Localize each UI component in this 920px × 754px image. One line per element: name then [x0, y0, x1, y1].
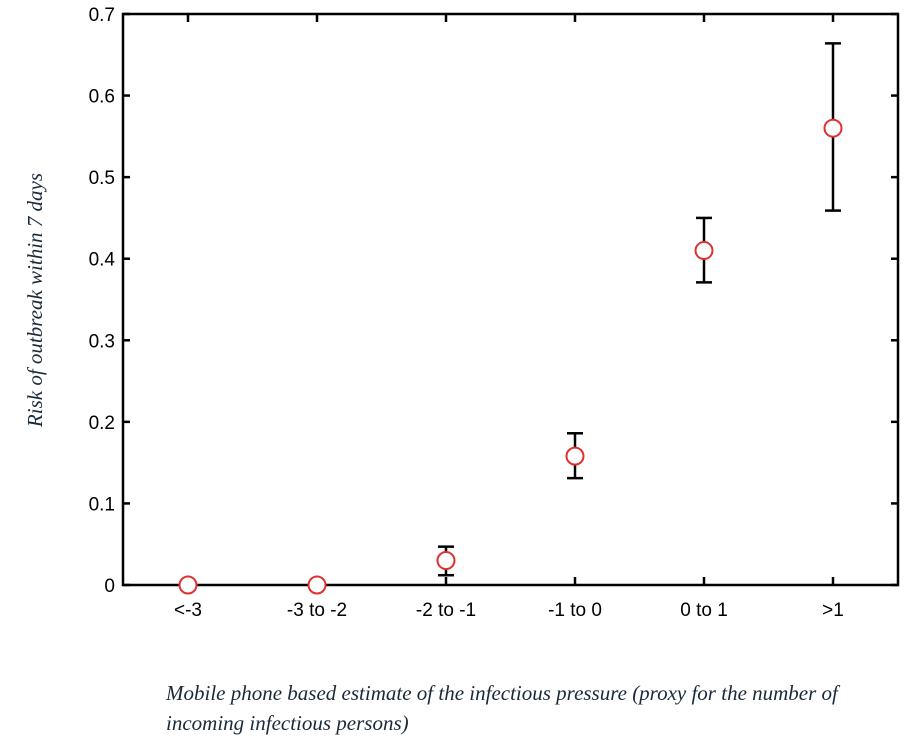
data-point [436, 551, 456, 571]
x-axis-label: Mobile phone based estimate of the infec… [166, 681, 838, 735]
x-tick-label: -3 to -2 [287, 600, 347, 621]
y-axis-label: Risk of outbreak within 7 days [23, 173, 47, 428]
plot-frame [121, 12, 900, 587]
x-tick-label: -1 to 0 [548, 600, 602, 621]
data-point [565, 446, 585, 466]
y-tick-label: 0.3 [89, 331, 115, 352]
data-point [694, 241, 714, 261]
data-point [823, 118, 843, 138]
x-tick-label: -2 to -1 [416, 600, 476, 621]
y-tick-label: 0.7 [89, 5, 115, 26]
data-point [307, 575, 327, 595]
y-tick-label: 0.4 [89, 250, 116, 271]
y-tick-label: 0.2 [89, 413, 115, 434]
y-tick-label: 0 [104, 576, 115, 597]
y-tick-label: 0.1 [89, 494, 115, 515]
x-tick-label: 0 to 1 [680, 600, 728, 621]
y-tick-label: 0.6 [89, 87, 115, 108]
data-point [178, 575, 198, 595]
x-tick-label: <-3 [174, 600, 202, 621]
x-tick-label: >1 [822, 600, 844, 621]
y-tick-label: 0.5 [89, 168, 115, 189]
